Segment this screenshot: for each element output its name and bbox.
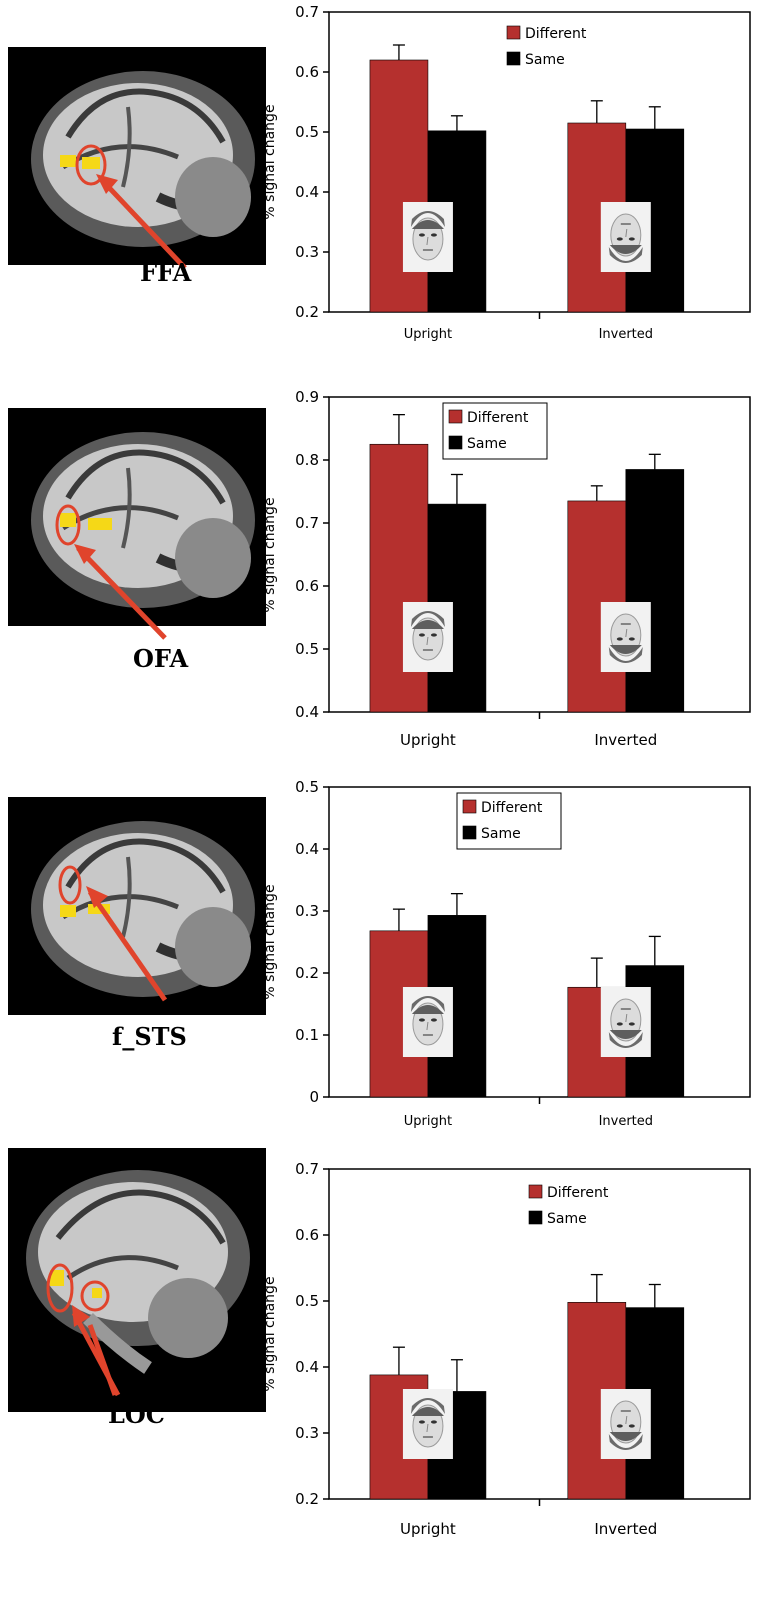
- inverted-face-icon: [600, 1389, 651, 1459]
- y-axis-label: % signal change: [262, 497, 278, 612]
- legend-swatch: [528, 1184, 543, 1199]
- legend-label: Same: [467, 436, 507, 452]
- x-category-label: Inverted: [594, 731, 657, 749]
- y-tick-label: 0.3: [295, 1424, 319, 1442]
- y-tick-label: 0.2: [295, 1490, 319, 1508]
- inverted-face-icon: [600, 202, 651, 272]
- y-tick-label: 0.7: [295, 3, 319, 21]
- y-tick-label: 0.4: [295, 183, 319, 201]
- y-tick-label: 0.2: [295, 303, 319, 321]
- roi-label: f_STS: [112, 1022, 187, 1051]
- y-tick-label: 0.7: [295, 1160, 319, 1178]
- y-tick-label: 0.1: [295, 1026, 319, 1044]
- x-category-label: Upright: [400, 1520, 456, 1538]
- legend-label: Same: [547, 1211, 587, 1227]
- bar-same-inverted: [625, 469, 685, 713]
- legend-swatch: [462, 799, 477, 814]
- y-tick-label: 0: [309, 1088, 319, 1106]
- y-tick-label: 0.6: [295, 1226, 319, 1244]
- legend-label: Same: [481, 826, 521, 842]
- fsts-arrow-icon: [86, 886, 168, 1002]
- y-axis-label: % signal change: [262, 884, 278, 999]
- x-category-label: Inverted: [594, 1520, 657, 1538]
- upright-face-icon: [402, 602, 453, 672]
- inverted-face-icon: [600, 602, 651, 672]
- y-axis-label: % signal change: [262, 104, 278, 219]
- y-tick-label: 0.5: [295, 778, 319, 796]
- x-category-label: Upright: [404, 1114, 452, 1129]
- loc-arrow-icon: [71, 1305, 121, 1397]
- legend-label: Different: [547, 1185, 609, 1201]
- sagittal-mri-icon: [8, 1148, 266, 1412]
- roi-label: LOC: [108, 1400, 165, 1429]
- legend-swatch: [506, 51, 521, 66]
- legend-swatch: [528, 1210, 543, 1225]
- legend-swatch: [448, 435, 463, 450]
- legend-swatch: [462, 825, 477, 840]
- x-category-label: Upright: [404, 327, 452, 342]
- legend-label: Same: [525, 52, 565, 68]
- y-tick-label: 0.7: [295, 514, 319, 532]
- ffa-arrow-icon: [96, 174, 187, 270]
- y-tick-label: 0.3: [295, 902, 319, 920]
- y-tick-label: 0.4: [295, 1358, 319, 1376]
- y-tick-label: 0.6: [295, 63, 319, 81]
- brain-scan-image: [8, 1148, 266, 1412]
- ofa-arrow-icon: [74, 544, 167, 640]
- y-tick-label: 0.9: [295, 388, 319, 406]
- upright-face-icon: [402, 202, 453, 272]
- upright-face-icon: [402, 987, 453, 1057]
- y-tick-label: 0.3: [295, 243, 319, 261]
- legend-label: Different: [467, 410, 529, 426]
- y-tick-label: 0.6: [295, 577, 319, 595]
- legend-swatch: [506, 25, 521, 40]
- bar-different-upright: [369, 59, 429, 313]
- panel-ofa: OFA: [0, 400, 768, 780]
- inverted-face-icon: [600, 987, 651, 1057]
- x-category-label: Upright: [400, 731, 456, 749]
- y-tick-label: 0.2: [295, 964, 319, 982]
- upright-face-icon: [402, 1389, 453, 1459]
- x-category-label: Inverted: [599, 1114, 653, 1129]
- legend-label: Different: [481, 800, 543, 816]
- legend-label: Different: [525, 26, 587, 42]
- legend-box: [442, 402, 548, 460]
- brain-scan-image: [8, 797, 266, 1015]
- y-tick-label: 0.5: [295, 123, 319, 141]
- sagittal-mri-icon: [8, 408, 266, 626]
- legend-swatch: [448, 409, 463, 424]
- brain-scan-image: [8, 408, 266, 626]
- y-tick-label: 0.4: [295, 840, 319, 858]
- panel-loc: LOC: [0, 1145, 768, 1615]
- y-axis-label: % signal change: [262, 1276, 278, 1391]
- roi-label: FFA: [140, 258, 192, 287]
- y-tick-label: 0.5: [295, 1292, 319, 1310]
- brain-scan-image: [8, 47, 266, 265]
- sagittal-mri-icon: [8, 797, 266, 1015]
- y-tick-label: 0.5: [295, 640, 319, 658]
- y-tick-label: 0.8: [295, 451, 319, 469]
- roi-label: OFA: [133, 644, 189, 673]
- x-category-label: Inverted: [599, 327, 653, 342]
- panel-ffa: FFA: [0, 0, 768, 400]
- y-tick-label: 0.4: [295, 703, 319, 721]
- sagittal-mri-icon: [8, 47, 266, 265]
- panel-fsts: f_STS: [0, 780, 768, 1145]
- legend-box: [456, 792, 562, 850]
